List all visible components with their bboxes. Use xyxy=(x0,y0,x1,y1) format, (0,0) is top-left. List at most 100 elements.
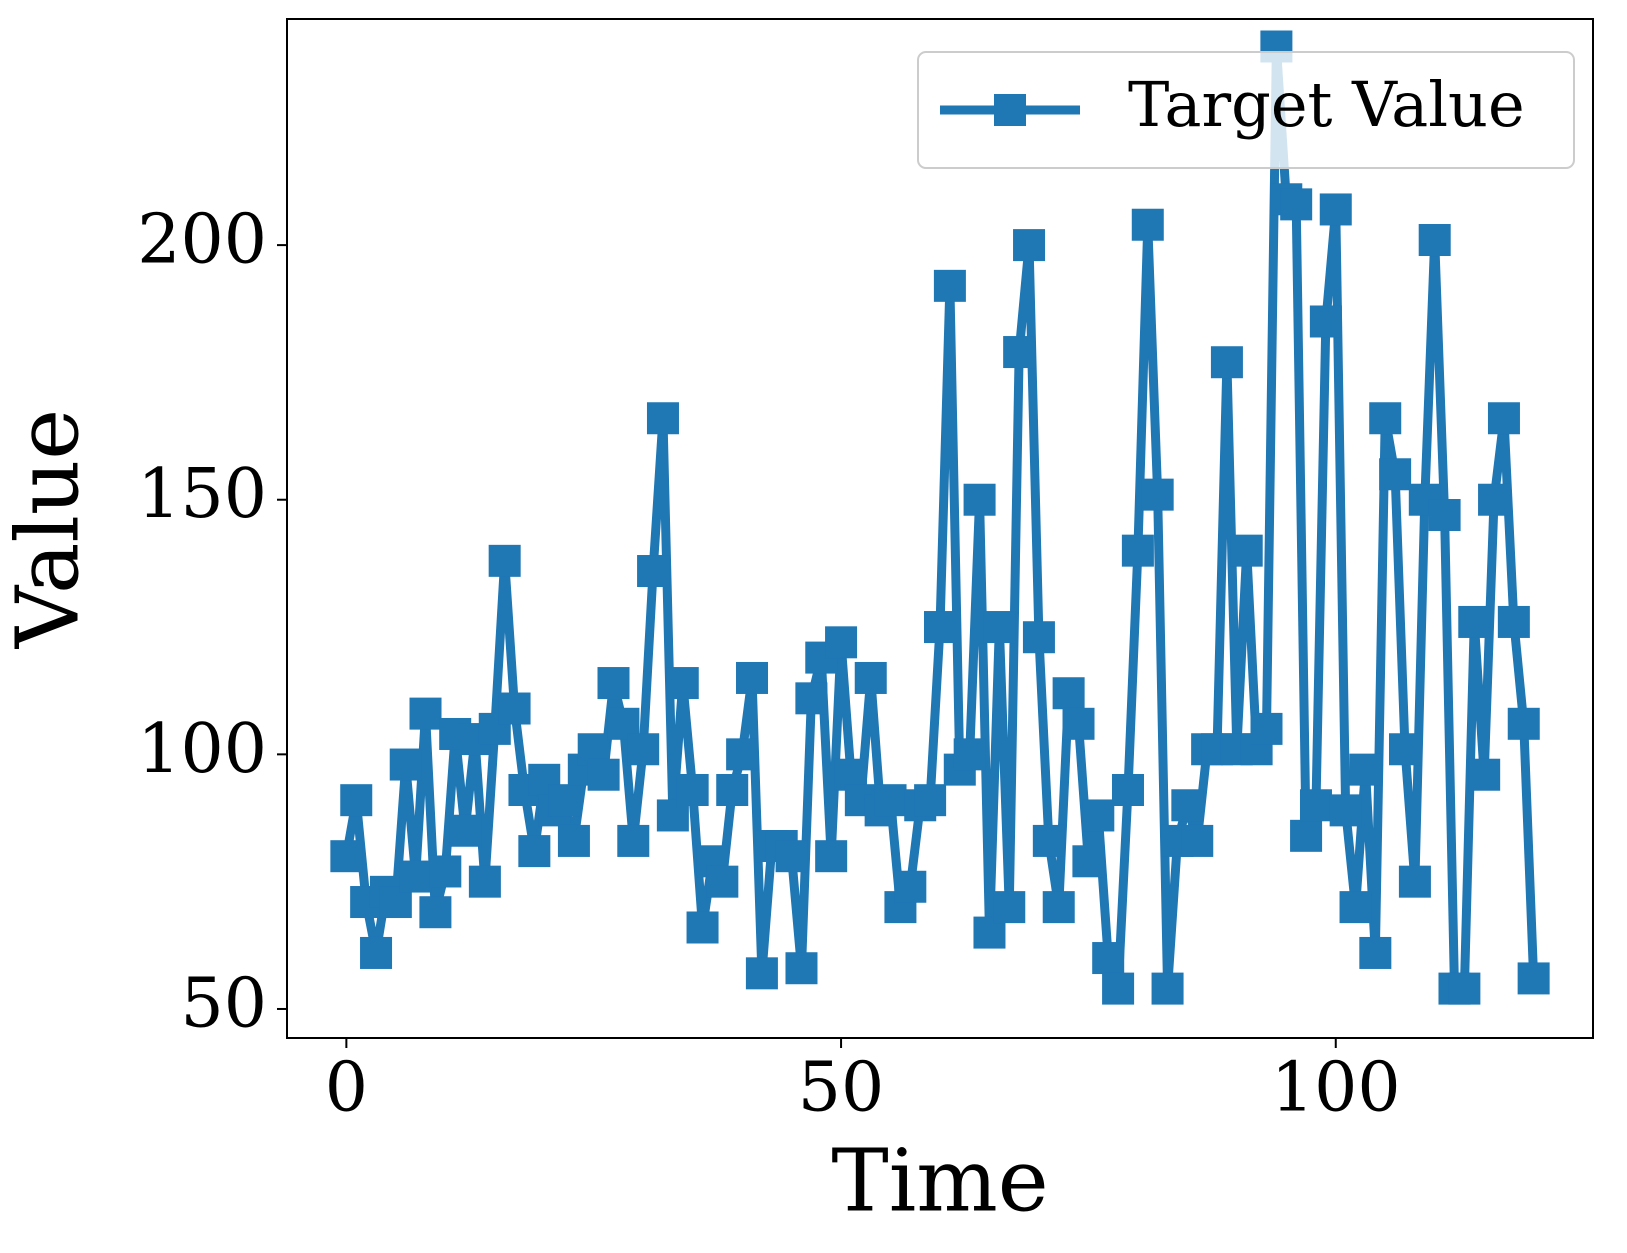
marker xyxy=(1003,336,1036,369)
marker xyxy=(646,402,679,435)
marker xyxy=(1428,499,1461,532)
marker xyxy=(874,784,907,817)
plot-area xyxy=(330,30,1550,1005)
x-axis-label: Time xyxy=(831,1132,1048,1232)
marker xyxy=(597,667,630,700)
marker xyxy=(963,483,996,516)
marker xyxy=(894,870,927,903)
marker xyxy=(1389,733,1422,766)
marker xyxy=(815,840,848,873)
marker xyxy=(686,911,719,944)
x-tick-label: 50 xyxy=(798,1049,885,1128)
marker xyxy=(914,784,947,817)
marker xyxy=(1359,936,1392,969)
x-tick-label: 0 xyxy=(325,1049,368,1128)
marker xyxy=(518,835,551,868)
marker xyxy=(1299,789,1332,822)
marker xyxy=(1102,972,1135,1005)
marker xyxy=(587,758,620,791)
marker xyxy=(1458,605,1491,638)
marker xyxy=(627,733,660,766)
marker xyxy=(1141,478,1174,511)
marker xyxy=(1478,483,1511,516)
marker xyxy=(1339,891,1372,924)
marker xyxy=(1250,712,1283,745)
marker xyxy=(706,865,739,898)
marker xyxy=(1319,193,1352,226)
y-tick-label: 150 xyxy=(137,455,267,534)
marker xyxy=(1121,534,1154,567)
marker xyxy=(1230,534,1263,567)
marker xyxy=(1369,402,1402,435)
marker xyxy=(1210,346,1243,379)
marker xyxy=(1062,707,1095,740)
marker xyxy=(1171,789,1204,822)
marker xyxy=(785,952,818,985)
marker xyxy=(1487,402,1520,435)
marker xyxy=(1290,819,1323,852)
marker xyxy=(1379,458,1412,491)
y-tick-label: 200 xyxy=(137,201,267,280)
marker xyxy=(745,957,778,990)
marker xyxy=(1072,845,1105,878)
marker xyxy=(1052,677,1085,710)
marker xyxy=(676,773,709,806)
marker xyxy=(736,661,769,694)
marker xyxy=(854,661,887,694)
x-tick-label: 100 xyxy=(1271,1049,1401,1128)
marker xyxy=(983,611,1016,644)
legend-label: Target Value xyxy=(1128,68,1525,141)
marker xyxy=(666,667,699,700)
marker xyxy=(726,738,759,771)
marker xyxy=(1329,794,1362,827)
marker xyxy=(716,773,749,806)
marker xyxy=(330,840,363,873)
legend-box xyxy=(917,51,1575,169)
marker xyxy=(1022,621,1055,654)
marker xyxy=(953,738,986,771)
axes-frame xyxy=(286,18,1594,1039)
marker xyxy=(1082,799,1115,832)
marker xyxy=(429,855,462,888)
marker xyxy=(1497,605,1530,638)
marker xyxy=(498,692,531,725)
marker xyxy=(825,626,858,659)
marker xyxy=(548,784,581,817)
marker xyxy=(924,611,956,644)
marker xyxy=(340,784,373,817)
marker xyxy=(1181,824,1214,857)
marker xyxy=(1131,208,1164,241)
marker xyxy=(409,697,442,730)
marker xyxy=(1468,758,1501,791)
marker xyxy=(1517,962,1550,995)
marker xyxy=(449,814,482,847)
marker xyxy=(1013,229,1046,262)
marker xyxy=(468,865,501,898)
marker xyxy=(795,682,828,715)
y-tick-label: 100 xyxy=(137,710,267,789)
marker xyxy=(933,269,966,302)
marker xyxy=(1151,972,1184,1005)
marker xyxy=(1349,753,1382,786)
marker xyxy=(637,555,670,588)
marker xyxy=(1042,891,1075,924)
marker xyxy=(557,824,590,857)
marker xyxy=(1418,224,1451,257)
y-axis-label: Value xyxy=(0,409,99,649)
marker xyxy=(360,936,393,969)
marker xyxy=(1507,707,1540,740)
marker xyxy=(1111,773,1144,806)
marker xyxy=(993,891,1026,924)
marker xyxy=(1032,824,1065,857)
legend-marker xyxy=(994,94,1026,126)
marker xyxy=(775,840,808,873)
marker xyxy=(1398,865,1431,898)
y-tick-label: 50 xyxy=(180,964,267,1043)
marker xyxy=(1280,188,1313,221)
marker xyxy=(399,860,432,893)
marker xyxy=(1309,305,1342,338)
marker xyxy=(488,544,521,577)
marker xyxy=(419,896,452,929)
marker xyxy=(389,748,422,781)
